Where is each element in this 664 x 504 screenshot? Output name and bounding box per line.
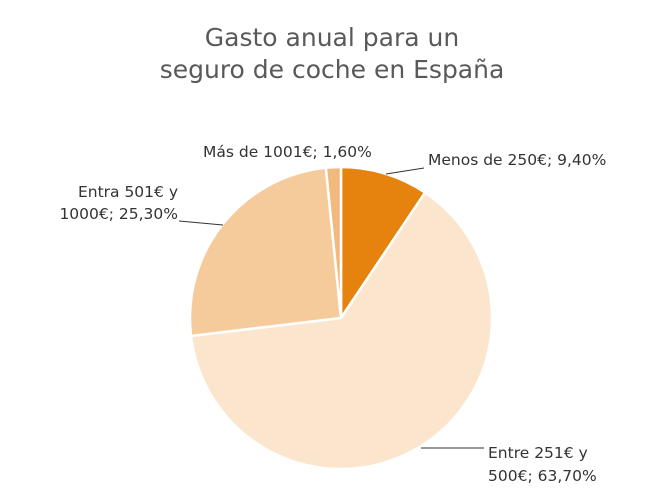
- pie-slice-2: [188, 166, 343, 338]
- data-label-501-1000-line-2: 1000€; 25,30%: [59, 205, 178, 223]
- data-label-menos-250: Menos de 250€; 9,40%: [428, 151, 606, 169]
- pie-slice-0: [339, 165, 427, 323]
- data-label-501-1000-line-1: Entra 501€ y: [78, 183, 178, 201]
- leader-line-501-1000: [178, 220, 224, 226]
- data-label-251-500-line-1: Entre 251€ y: [488, 444, 588, 462]
- pie-slice-1: [189, 190, 494, 471]
- data-label-251-500-line-2: 500€; 63,70%: [488, 467, 597, 485]
- leader-line-menos-250: [385, 167, 425, 175]
- pie-slice-3: [324, 165, 343, 319]
- chart-title-line-2: seguro de coche en España: [159, 55, 505, 84]
- chart-title-line-1: Gasto anual para un: [204, 23, 460, 52]
- chart-title: Gasto anual para un seguro de coche en E…: [0, 22, 664, 86]
- data-label-mas-1001: Más de 1001€; 1,60%: [203, 143, 372, 161]
